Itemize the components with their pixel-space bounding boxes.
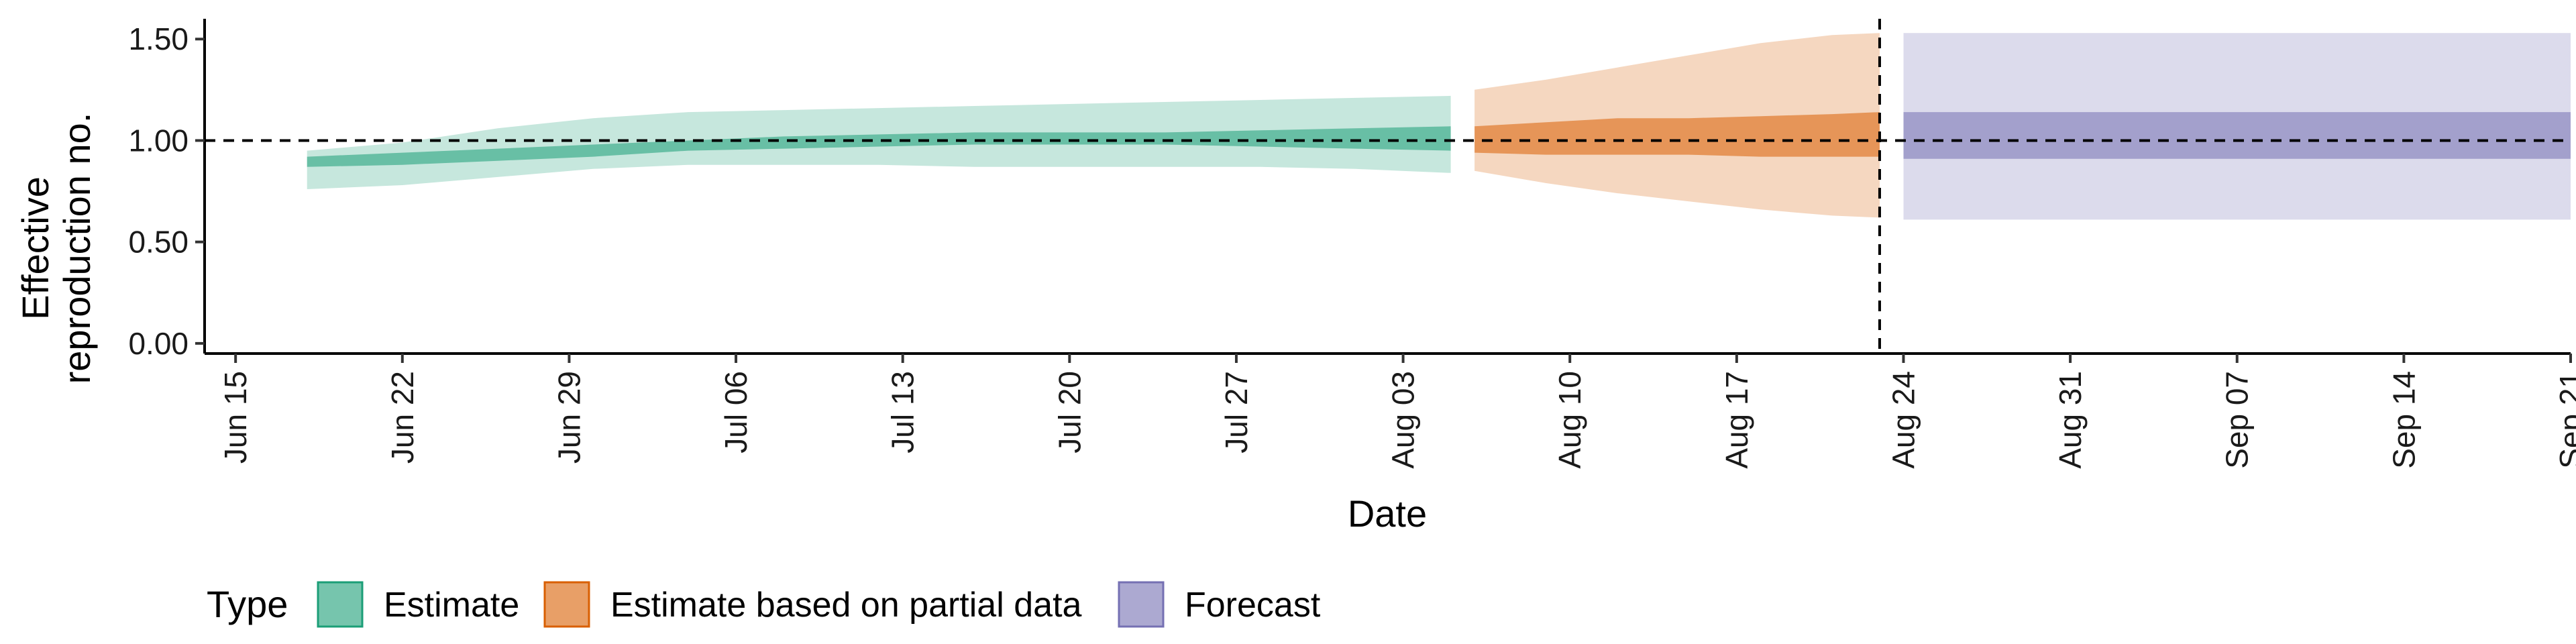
x-tick-label: Jun 15 <box>218 371 253 464</box>
legend-label-estimate: Estimate <box>384 586 519 625</box>
x-tick-label: Aug 24 <box>1886 371 1921 469</box>
series-1-band-50 <box>1474 112 1880 157</box>
y-axis-title: Effective reproduction no. <box>14 113 98 384</box>
y-axis-title-line-2: reproduction no. <box>56 113 98 384</box>
series-2-band-50 <box>1903 112 2571 159</box>
legend-item-forecast: Forecast <box>1118 581 1321 628</box>
x-tick-label: Jun 22 <box>385 371 420 464</box>
x-tick-label: Sep 14 <box>2386 371 2421 469</box>
x-tick-label: Sep 21 <box>2553 371 2576 469</box>
x-tick-label: Aug 31 <box>2053 371 2088 469</box>
x-tick-label: Jun 29 <box>551 371 586 464</box>
y-tick-label: 0.50 <box>128 225 189 260</box>
x-tick-label: Jul 20 <box>1052 371 1087 453</box>
series-0-band-50 <box>307 126 1451 167</box>
legend-key-forecast <box>1118 581 1165 628</box>
x-tick-label: Jul 27 <box>1219 371 1254 453</box>
legend: Type Estimate Estimate based on partial … <box>207 581 1321 628</box>
legend-label-forecast: Forecast <box>1185 586 1321 625</box>
y-tick-label: 1.00 <box>128 123 189 158</box>
x-tick-label: Jul 06 <box>718 371 753 453</box>
x-tick-label: Aug 17 <box>1719 371 1754 469</box>
x-tick-label: Aug 10 <box>1552 371 1587 469</box>
legend-item-estimate: Estimate <box>317 581 519 628</box>
legend-key-partial <box>543 581 590 628</box>
y-tick-label: 1.50 <box>128 21 189 56</box>
x-axis-title: Date <box>1348 492 1427 535</box>
x-tick-label: Aug 03 <box>1386 371 1421 469</box>
legend-title: Type <box>207 583 288 625</box>
y-tick-label: 0.00 <box>128 326 189 361</box>
x-tick-label: Sep 07 <box>2220 371 2255 469</box>
x-tick-label: Jul 13 <box>885 371 920 453</box>
legend-label-partial: Estimate based on partial data <box>610 586 1082 625</box>
legend-key-estimate <box>317 581 364 628</box>
y-axis-title-line-1: Effective <box>14 176 56 320</box>
legend-item-partial: Estimate based on partial data <box>543 581 1082 628</box>
